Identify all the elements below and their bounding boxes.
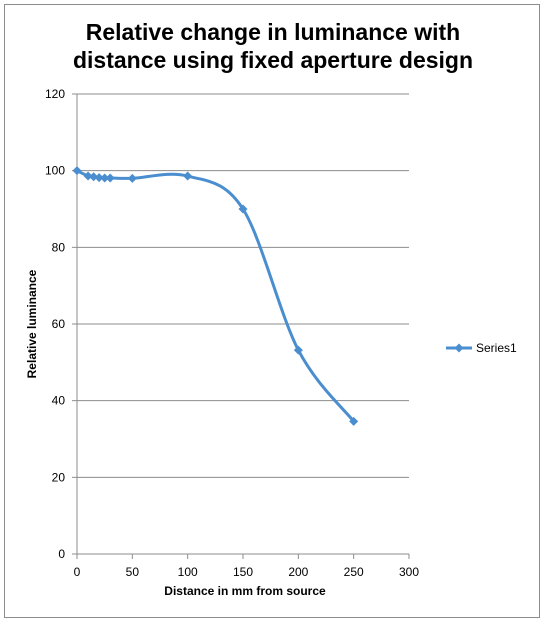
data-point (349, 416, 359, 426)
chart-title-line-1: Relative change in luminance with (85, 19, 461, 45)
legend-entry: Series1 (476, 341, 517, 355)
y-tick-label: 80 (52, 240, 66, 254)
x-axis-title: Distance in mm from source (164, 584, 326, 598)
data-point (183, 171, 193, 181)
y-axis-title: Relative luminance (25, 269, 39, 378)
x-tick-label: 50 (126, 565, 140, 579)
data-point (127, 173, 137, 183)
data-point (83, 171, 93, 181)
legend-marker (454, 343, 464, 353)
chart-title: Relative change in luminance with distan… (0, 18, 546, 74)
legend: Series1 (446, 341, 517, 355)
chart-frame (4, 4, 540, 618)
y-tick-label: 60 (52, 317, 66, 331)
y-tick-label: 120 (45, 87, 65, 101)
y-tick-label: 20 (52, 470, 66, 484)
x-tick-label: 200 (288, 565, 308, 579)
x-tick-label: 150 (233, 565, 253, 579)
x-tick-label: 300 (399, 565, 419, 579)
data-point (105, 173, 115, 183)
data-point (89, 172, 99, 182)
data-point (293, 345, 303, 355)
y-tick-label: 0 (58, 547, 65, 561)
y-tick-label: 40 (52, 394, 66, 408)
y-tick-label: 100 (45, 164, 65, 178)
chart-title-line-2: distance using fixed aperture design (72, 47, 474, 73)
y-axis-ticks: 0 20 40 60 80 100 120 (45, 87, 77, 561)
x-tick-label: 0 (74, 565, 81, 579)
x-tick-label: 100 (178, 565, 198, 579)
data-point (238, 204, 248, 214)
series-layer (72, 166, 359, 426)
series-line (76, 169, 355, 423)
data-point (72, 166, 82, 176)
gridlines (77, 93, 409, 478)
x-tick-label: 250 (344, 565, 364, 579)
data-point (94, 173, 104, 183)
x-axis-ticks: 0 50 100 150 200 250 300 (74, 554, 419, 579)
data-point (100, 173, 110, 183)
